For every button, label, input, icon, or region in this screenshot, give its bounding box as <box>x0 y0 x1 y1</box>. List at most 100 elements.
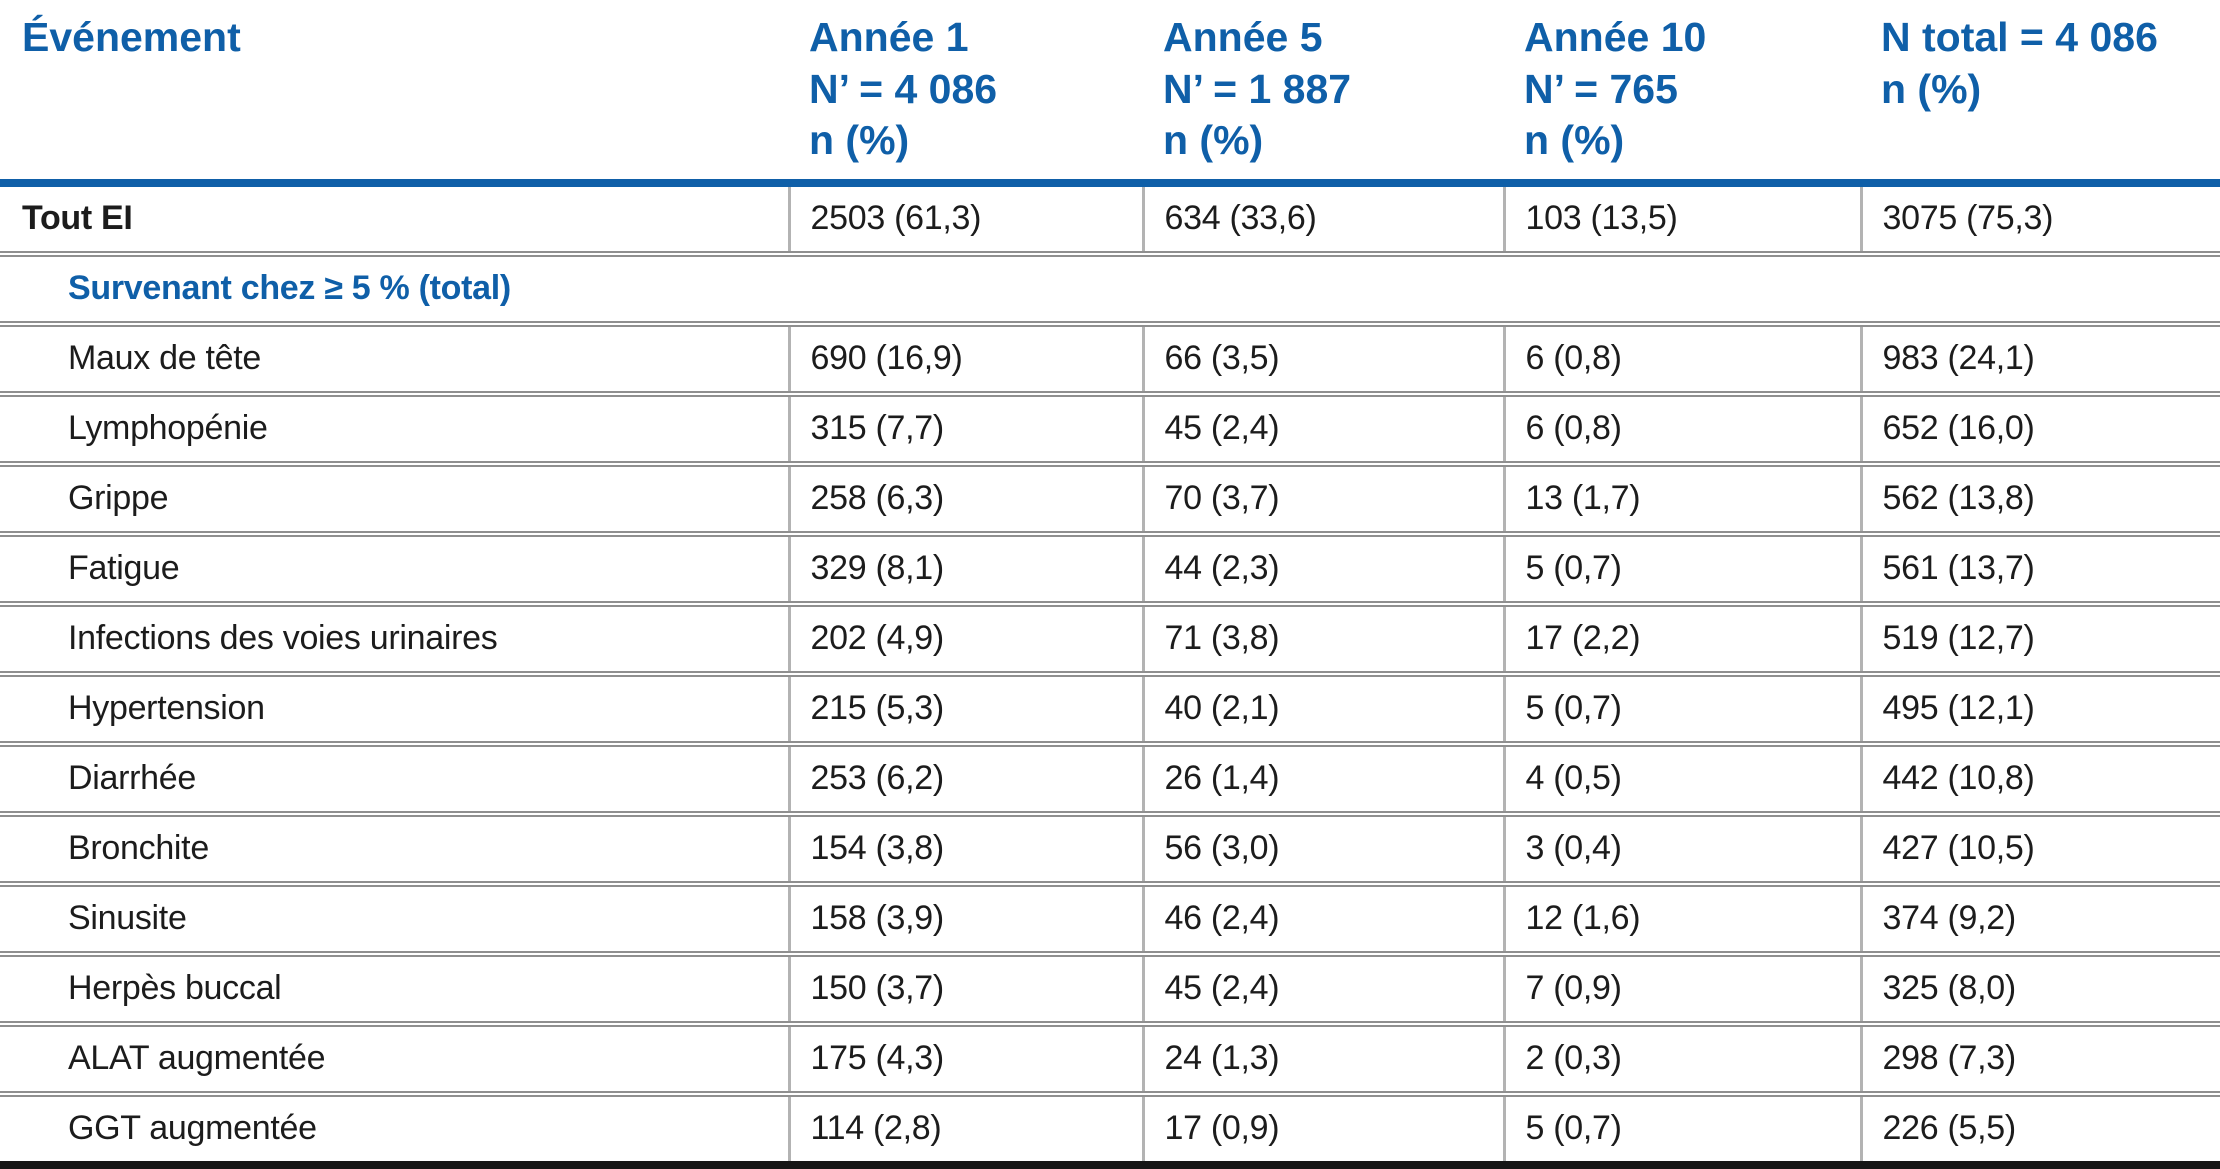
value-cell: 4 (0,5) <box>1502 740 1861 814</box>
value-cell: 2503 (61,3) <box>787 182 1143 254</box>
column-header-annee-1: Année 1 N’ = 4 086 n (%) <box>789 0 1143 187</box>
event-label-cell: Herpès buccal <box>0 950 789 1024</box>
section-label-cell: Survenant chez ≥ 5 % (total) <box>0 250 2220 324</box>
value-cell: 519 (12,7) <box>1859 600 2220 674</box>
column-header-label: Année 10 <box>1524 14 1707 60</box>
event-label-cell: Hypertension <box>0 670 789 744</box>
value-cell: 24 (1,3) <box>1141 1020 1504 1094</box>
value-cell: 44 (2,3) <box>1141 530 1504 604</box>
value-cell: 7 (0,9) <box>1502 950 1861 1024</box>
value-cell: 158 (3,9) <box>787 880 1143 954</box>
table-row: Survenant chez ≥ 5 % (total) <box>0 250 2220 324</box>
value-cell: 175 (4,3) <box>787 1020 1143 1094</box>
value-cell: 253 (6,2) <box>787 740 1143 814</box>
column-header-n: N’ = 4 086 <box>809 65 998 112</box>
value-cell: 3 (0,4) <box>1502 810 1861 884</box>
table-row: Sinusite 158 (3,9) 46 (2,4) 12 (1,6) 374 (9,… <box>0 880 2220 954</box>
column-header-annee-10: Année 10 N’ = 765 n (%) <box>1504 0 1861 187</box>
event-label-cell: Tout EI <box>22 199 133 238</box>
value-cell: 561 (13,7) <box>1859 530 2220 604</box>
value-cell: 442 (10,8) <box>1859 740 2220 814</box>
value-cell: 66 (3,5) <box>1141 320 1504 394</box>
value-cell: 325 (8,0) <box>1859 950 2220 1024</box>
value-cell: 46 (2,4) <box>1141 880 1504 954</box>
value-cell: 298 (7,3) <box>1859 1020 2220 1094</box>
value-cell: 12 (1,6) <box>1502 880 1861 954</box>
value-cell: 5 (0,7) <box>1502 670 1861 744</box>
value-cell: 562 (13,8) <box>1859 460 2220 534</box>
value-cell: 226 (5,5) <box>1859 1090 2220 1165</box>
value-cell: 202 (4,9) <box>787 600 1143 674</box>
table-row: Hypertension 215 (5,3) 40 (2,1) 5 (0,7) 495 … <box>0 670 2220 744</box>
value-cell: 5 (0,7) <box>1502 530 1861 604</box>
value-cell: 40 (2,1) <box>1141 670 1504 744</box>
table-row: Herpès buccal 150 (3,7) 45 (2,4) 7 (0,9) 325… <box>0 950 2220 1024</box>
column-header-label: Événement <box>22 14 241 60</box>
value-cell: 26 (1,4) <box>1141 740 1504 814</box>
event-label-cell: Infections des voies urinaires <box>0 600 789 674</box>
value-cell: 13 (1,7) <box>1502 460 1861 534</box>
column-header-n-total: N total = 4 086 n (%) <box>1861 0 2220 187</box>
column-header-unit: n (%) <box>1881 65 1982 112</box>
table-header: Événement Année 1 N’ = 4 086 n (%) Année… <box>0 0 2220 187</box>
value-cell: 427 (10,5) <box>1859 810 2220 884</box>
column-header-n: N’ = 765 <box>1524 65 1678 112</box>
value-cell: 329 (8,1) <box>787 530 1143 604</box>
table-row: Lymphopénie 315 (7,7) 45 (2,4) 6 (0,8) 652 (… <box>0 390 2220 464</box>
header-row: Événement Année 1 N’ = 4 086 n (%) Année… <box>0 0 2220 187</box>
event-label-cell: Sinusite <box>0 880 789 954</box>
value-cell: 103 (13,5) <box>1502 182 1861 254</box>
value-cell: 45 (2,4) <box>1141 950 1504 1024</box>
event-label-cell: Maux de tête <box>0 320 789 394</box>
event-label-cell: Fatigue <box>0 530 789 604</box>
value-cell: 215 (5,3) <box>787 670 1143 744</box>
value-cell: 17 (2,2) <box>1502 600 1861 674</box>
value-cell: 154 (3,8) <box>787 810 1143 884</box>
value-cell: 114 (2,8) <box>787 1090 1143 1165</box>
value-cell: 56 (3,0) <box>1141 810 1504 884</box>
value-cell: 652 (16,0) <box>1859 390 2220 464</box>
column-header-n: N’ = 1 887 <box>1163 65 1352 112</box>
value-cell: 258 (6,3) <box>787 460 1143 534</box>
table-row: Fatigue 329 (8,1) 44 (2,3) 5 (0,7) 561 (13,7… <box>0 530 2220 604</box>
column-header-evenement: Événement <box>0 0 789 187</box>
table-row: Infections des voies urinaires 202 (4,9) 7… <box>0 600 2220 674</box>
table-row: Bronchite 154 (3,8) 56 (3,0) 3 (0,4) 427 (10… <box>0 810 2220 884</box>
value-cell: 6 (0,8) <box>1502 320 1861 394</box>
value-cell: 5 (0,7) <box>1502 1090 1861 1165</box>
value-cell: 634 (33,6) <box>1141 182 1504 254</box>
event-label-cell: GGT augmentée <box>0 1090 789 1165</box>
value-cell: 3075 (75,3) <box>1859 182 2220 254</box>
value-cell: 690 (16,9) <box>787 320 1143 394</box>
column-header-unit: n (%) <box>1163 117 1264 164</box>
event-label-cell: Diarrhée <box>0 740 789 814</box>
value-cell: 45 (2,4) <box>1141 390 1504 464</box>
column-header-label: Année 1 <box>809 14 969 60</box>
value-cell: 2 (0,3) <box>1502 1020 1861 1094</box>
column-header-label: N total = 4 086 <box>1881 14 2158 60</box>
event-label-cell: Lymphopénie <box>0 390 789 464</box>
table-row: Diarrhée 253 (6,2) 26 (1,4) 4 (0,5) 442 (10,… <box>0 740 2220 814</box>
value-cell: 17 (0,9) <box>1141 1090 1504 1165</box>
value-cell: 70 (3,7) <box>1141 460 1504 534</box>
column-header-annee-5: Année 5 N’ = 1 887 n (%) <box>1143 0 1504 187</box>
event-label-cell: Grippe <box>0 460 789 534</box>
column-header-unit: n (%) <box>1524 117 1625 164</box>
table-row: Maux de tête 690 (16,9) 66 (3,5) 6 (0,8) 983… <box>0 320 2220 394</box>
column-header-label: Année 5 <box>1163 14 1323 60</box>
table-body: Tout EI 2503 (61,3) 634 (33,6) 103 (13,5) 30… <box>0 182 2220 1165</box>
value-cell: 150 (3,7) <box>787 950 1143 1024</box>
event-label-cell: ALAT augmentée <box>0 1020 789 1094</box>
value-cell: 374 (9,2) <box>1859 880 2220 954</box>
table-row: GGT augmentée 114 (2,8) 17 (0,9) 5 (0,7) 226… <box>0 1090 2220 1165</box>
value-cell: 495 (12,1) <box>1859 670 2220 744</box>
value-cell: 71 (3,8) <box>1141 600 1504 674</box>
value-cell: 6 (0,8) <box>1502 390 1861 464</box>
table-row: Grippe 258 (6,3) 70 (3,7) 13 (1,7) 562 (13,8… <box>0 460 2220 534</box>
value-cell: 315 (7,7) <box>787 390 1143 464</box>
event-label-cell: Bronchite <box>0 810 789 884</box>
column-header-unit: n (%) <box>809 117 910 164</box>
table-row: ALAT augmentée 175 (4,3) 24 (1,3) 2 (0,3) 29… <box>0 1020 2220 1094</box>
table-row: Tout EI 2503 (61,3) 634 (33,6) 103 (13,5) 30… <box>0 182 2220 254</box>
